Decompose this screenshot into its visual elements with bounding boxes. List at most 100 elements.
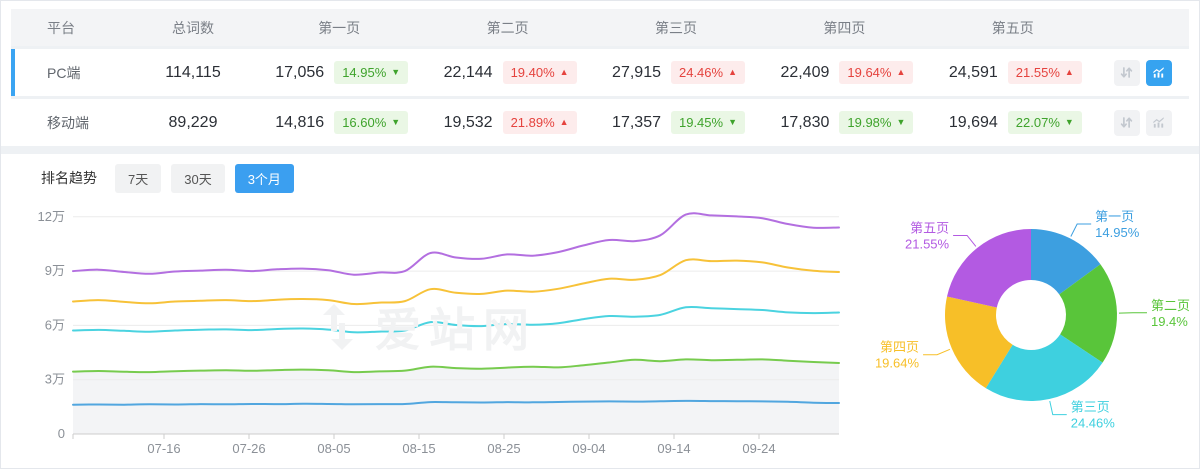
trend-arrow-icon: ▲ (896, 67, 906, 77)
change-percent: 19.64% (847, 65, 892, 80)
svg-text:第三页: 第三页 (1071, 400, 1110, 415)
svg-text:3万: 3万 (45, 372, 65, 387)
svg-text:08-25: 08-25 (487, 441, 520, 456)
page5-cell: 19,694 22.07% ▼ (929, 111, 1097, 134)
sort-arrows-icon (1121, 67, 1133, 78)
change-percent: 19.40% (510, 65, 555, 80)
sort-button[interactable] (1113, 59, 1140, 86)
page-count: 27,915 (612, 63, 661, 81)
col-header-total: 总词数 (172, 19, 214, 36)
page-count: 17,056 (275, 63, 325, 81)
page-count: 17,830 (780, 113, 830, 131)
change-percent: 21.55% (1015, 65, 1060, 80)
table-row-mobile[interactable]: 移动端 89,229 14,816 16.60% ▼ 19,532 21.89% ▲… (11, 99, 1189, 146)
page5-cell: 24,591 21.55% ▲ (929, 61, 1097, 84)
change-badge: 19.98% ▼ (839, 111, 914, 134)
change-percent: 14.95% (342, 65, 387, 80)
sort-arrows-icon (1121, 117, 1133, 128)
platform-label: PC端 (47, 64, 81, 81)
rank-trend-section: 排名趋势 7天 30天 3个月 07-16 07-26 08-05 08-15 08-2… (11, 154, 1190, 458)
svg-text:0: 0 (58, 426, 65, 441)
line-chart-canvas: 07-16 07-26 08-05 08-15 08-25 09-04 09-14 09-24… (38, 209, 840, 456)
platform-label: 移动端 (47, 114, 89, 131)
rank-dashboard: 平台 总词数 第一页 第二页 第三页 第四页 第五页 PC端 114,115 1… (1, 1, 1199, 458)
line-chart-icon (1153, 67, 1165, 78)
change-badge: 19.64% ▲ (839, 61, 914, 84)
svg-text:9万: 9万 (45, 263, 65, 278)
change-badge: 19.45% ▼ (670, 111, 745, 134)
col-header-page4: 第四页 (823, 19, 866, 36)
page-count: 24,591 (948, 63, 998, 81)
page1-cell: 14,816 16.60% ▼ (255, 111, 423, 134)
trend-chart-button[interactable] (1145, 59, 1172, 86)
svg-text:09-14: 09-14 (657, 441, 690, 456)
page-count: 22,409 (780, 63, 830, 81)
svg-text:第二页: 第二页 (1151, 298, 1190, 313)
charts-row: 07-16 07-26 08-05 08-15 08-25 09-04 09-14 09-24… (11, 198, 1190, 458)
change-badge: 14.95% ▼ (334, 61, 409, 84)
tab-3months[interactable]: 3个月 (234, 163, 294, 193)
trend-arrow-icon: ▼ (391, 117, 401, 127)
svg-text:14.95%: 14.95% (1095, 225, 1140, 240)
change-badge: 21.55% ▲ (1007, 61, 1082, 84)
col-header-page5: 第五页 (991, 19, 1034, 36)
col-header-platform: 平台 (47, 19, 75, 36)
table-row-pc[interactable]: PC端 114,115 17,056 14.95% ▼ 22,144 19.40%… (11, 49, 1189, 96)
trend-arrow-icon: ▲ (728, 67, 737, 77)
trend-arrow-icon: ▼ (391, 67, 401, 77)
donut-slice-4 (945, 296, 1013, 389)
trend-arrow-icon: ▲ (559, 117, 569, 127)
change-percent: 22.07% (1015, 115, 1060, 130)
page-count: 19,694 (948, 113, 998, 131)
svg-text:6万: 6万 (45, 317, 65, 332)
svg-text:19.4%: 19.4% (1151, 314, 1188, 329)
donut-slice-3 (985, 334, 1103, 401)
tab-30days[interactable]: 30天 (171, 163, 225, 193)
svg-text:08-05: 08-05 (317, 441, 350, 456)
total-words: 114,115 (165, 63, 221, 81)
change-badge: 21.89% ▲ (502, 111, 577, 134)
donut-slice-1 (1031, 229, 1101, 295)
change-percent: 19.45% (678, 115, 724, 130)
page3-cell: 27,915 24.46% ▲ (592, 61, 760, 84)
donut-slice-5 (947, 229, 1031, 308)
trend-line-chart: 07-16 07-26 08-05 08-15 08-25 09-04 09-14 09-24… (11, 198, 859, 458)
change-percent: 16.60% (342, 115, 387, 130)
page2-cell: 19,532 21.89% ▲ (423, 111, 591, 134)
change-percent: 21.89% (510, 115, 555, 130)
trend-chart-button[interactable] (1145, 109, 1172, 136)
svg-text:09-24: 09-24 (742, 441, 775, 456)
col-header-page3: 第三页 (654, 19, 697, 36)
page2-cell: 22,144 19.40% ▲ (423, 61, 591, 84)
svg-text:第四页: 第四页 (880, 340, 919, 355)
svg-text:第五页: 第五页 (910, 220, 949, 235)
keyword-rank-table: 平台 总词数 第一页 第二页 第三页 第四页 第五页 PC端 114,115 1… (11, 9, 1189, 146)
svg-text:07-16: 07-16 (147, 441, 180, 456)
trend-arrow-icon: ▼ (1064, 117, 1074, 127)
page-count: 19,532 (443, 113, 493, 131)
page4-cell: 17,830 19.98% ▼ (760, 111, 928, 134)
trend-arrow-icon: ▲ (1064, 67, 1074, 77)
trend-header: 排名趋势 7天 30天 3个月 (11, 163, 1189, 193)
donut-slice-2 (1059, 264, 1117, 363)
section-divider (1, 146, 1199, 154)
svg-text:07-26: 07-26 (232, 441, 265, 456)
tab-7days[interactable]: 7天 (115, 163, 162, 193)
change-badge: 19.40% ▲ (502, 61, 577, 84)
table-header-row: 平台 总词数 第一页 第二页 第三页 第四页 第五页 (11, 9, 1189, 46)
total-words: 89,229 (168, 113, 218, 131)
svg-text:第一页: 第一页 (1095, 209, 1134, 224)
change-badge: 24.46% ▲ (670, 61, 745, 84)
col-header-page2: 第二页 (486, 19, 529, 36)
svg-text:08-15: 08-15 (402, 441, 435, 456)
trend-arrow-icon: ▼ (896, 117, 906, 127)
page3-cell: 17,357 19.45% ▼ (592, 111, 760, 134)
line-chart-icon (1153, 117, 1165, 128)
page4-cell: 22,409 19.64% ▲ (760, 61, 928, 84)
svg-text:21.55%: 21.55% (905, 236, 950, 251)
trend-title: 排名趋势 (41, 170, 97, 186)
sort-button[interactable] (1113, 109, 1140, 136)
col-header-page1: 第一页 (318, 19, 361, 36)
svg-text:09-04: 09-04 (572, 441, 605, 456)
svg-text:12万: 12万 (38, 209, 65, 224)
